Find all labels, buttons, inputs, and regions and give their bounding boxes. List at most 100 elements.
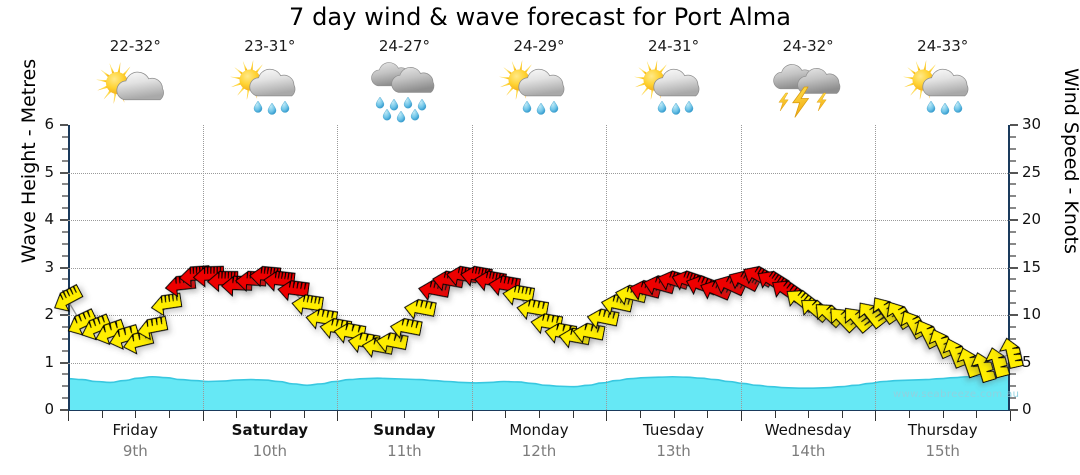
gridline-horizontal <box>68 362 1010 364</box>
axis-tick <box>1010 219 1018 221</box>
day-temperature-range: 24-32° <box>782 37 834 55</box>
x-axis-tick <box>438 411 440 418</box>
gridline-vertical <box>606 125 608 410</box>
x-axis-tick <box>572 411 574 418</box>
x-axis-tick <box>774 411 776 418</box>
wind-barb <box>150 292 183 317</box>
axis-tick <box>62 373 68 376</box>
x-axis-tick <box>673 411 675 418</box>
x-axis-tick <box>539 411 540 418</box>
day-temperature-range: 23-31° <box>244 37 296 55</box>
seabreeze-watermark: www.seabreeze.com.au <box>893 389 1020 400</box>
x-axis-tick <box>337 411 339 421</box>
day-header-friday: 22-32° <box>68 36 203 124</box>
day-date: 9th <box>122 442 148 460</box>
axis-tick <box>1010 397 1016 400</box>
x-axis-tick <box>1010 411 1011 421</box>
axis-tick <box>62 159 68 162</box>
right-axis-tick-label: 30 <box>1022 115 1042 133</box>
day-name: Sunday <box>373 421 436 439</box>
axis-tick <box>62 254 68 257</box>
x-axis-tick <box>808 411 810 418</box>
wind-barb <box>277 280 310 302</box>
axis-tick <box>62 397 68 400</box>
axis-tick <box>1010 147 1016 150</box>
day-header-saturday: 23-31° <box>203 36 338 124</box>
cloud-rain-icon <box>337 59 472 123</box>
x-axis-tick <box>269 411 271 418</box>
axis-tick <box>1010 409 1018 411</box>
axis-tick <box>60 219 68 221</box>
axis-tick <box>62 195 68 198</box>
wind-barb-glyphs <box>54 265 1024 384</box>
right-axis-tick-label: 20 <box>1022 210 1042 228</box>
x-axis-tick <box>202 411 204 421</box>
gridline-horizontal <box>68 172 1010 174</box>
gridline-vertical <box>740 125 742 410</box>
right-axis-tick-label: 0 <box>1022 400 1032 418</box>
axis-tick <box>60 314 68 316</box>
day-temperature-range: 24-29° <box>513 37 565 55</box>
x-axis-tick <box>168 411 170 418</box>
axis-tick <box>1010 337 1016 340</box>
x-axis-tick <box>606 411 608 421</box>
x-axis-tick <box>404 411 406 418</box>
day-header-tuesday: 24-31° <box>606 36 741 124</box>
axis-tick <box>60 361 68 364</box>
thunderstorm-icon <box>741 59 876 121</box>
chart-plot-area <box>54 125 1024 410</box>
sun-cloud-rain-icon <box>472 59 607 121</box>
wave-height-line <box>67 374 1011 389</box>
axis-tick <box>62 135 68 138</box>
day-temperature-range: 24-33° <box>917 37 969 55</box>
gridline-horizontal <box>68 267 1010 269</box>
day-header-sunday: 24-27° <box>337 36 472 124</box>
axis-tick <box>60 409 68 411</box>
day-date: 12th <box>521 442 557 460</box>
axis-tick <box>62 242 68 245</box>
x-axis-tick <box>236 411 238 418</box>
day-label-monday: Monday 12th <box>472 420 607 468</box>
axis-tick <box>62 325 68 328</box>
day-date: 13th <box>656 442 691 460</box>
axis-tick <box>1010 314 1018 316</box>
left-axis-tick-label: 3 <box>44 257 54 276</box>
right-axis-tick-label: 15 <box>1022 257 1042 276</box>
day-header-thursday: 24-33° <box>875 36 1010 124</box>
axis-tick <box>62 278 68 281</box>
wind-barb <box>998 337 1024 369</box>
x-axis-tick <box>707 411 709 418</box>
x-axis-tick <box>875 411 877 421</box>
x-axis-tick <box>976 411 978 418</box>
day-label-sunday: Sunday 11th <box>337 420 472 468</box>
day-label-saturday: Saturday 10th <box>203 420 338 468</box>
x-axis-tick <box>303 411 305 418</box>
axis-tick <box>62 230 68 233</box>
day-name: Monday <box>509 421 569 439</box>
axis-tick <box>1010 302 1016 305</box>
x-axis-tick <box>471 411 473 421</box>
gridline-vertical <box>337 125 339 410</box>
axis-tick <box>60 171 68 174</box>
axis-tick <box>1010 373 1016 376</box>
gridline-horizontal <box>68 315 1010 316</box>
axis-tick <box>62 385 68 388</box>
left-axis-tick-label: 0 <box>44 400 54 418</box>
x-axis-tick <box>942 411 944 418</box>
axis-tick <box>1010 159 1016 162</box>
left-axis-tick-label: 5 <box>44 162 54 181</box>
left-axis-tick-label: 6 <box>44 115 54 133</box>
axis-tick <box>1010 385 1016 388</box>
x-axis-tick <box>909 411 911 418</box>
axis-tick <box>1010 124 1018 126</box>
axis-tick <box>1010 171 1018 174</box>
day-date: 14th <box>790 442 826 460</box>
wind-barb <box>502 284 536 306</box>
day-name: Tuesday <box>643 421 705 439</box>
axis-tick <box>62 147 68 150</box>
wind-barb <box>984 347 1011 379</box>
sun-cloud-rain-icon <box>875 59 1010 121</box>
right-axis-tick-label: 10 <box>1022 305 1042 323</box>
axis-tick <box>1010 230 1016 233</box>
axis-tick <box>62 183 68 186</box>
